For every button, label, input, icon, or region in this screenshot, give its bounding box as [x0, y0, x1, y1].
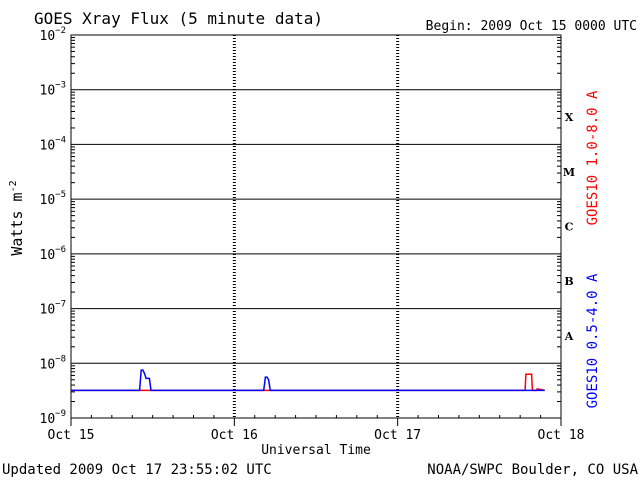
- y-tick-label: 10−7: [40, 300, 67, 318]
- y-tick-exponent: −2: [55, 26, 66, 36]
- flare-class-label: A: [564, 330, 574, 343]
- y-tick-base: 10: [40, 303, 56, 318]
- y-tick-base: 10: [40, 248, 56, 263]
- credit-label: NOAA/SWPC Boulder, CO USA: [427, 462, 638, 478]
- chart-title: GOES Xray Flux (5 minute data): [34, 9, 323, 28]
- y-tick-exponent: −5: [55, 190, 66, 200]
- flare-class-label: B: [564, 275, 573, 288]
- y-tick-exponent: −9: [55, 409, 66, 419]
- y-axis-label-exponent: -2: [8, 180, 19, 192]
- y-tick-base: 10: [40, 193, 56, 208]
- x-tick-label: Oct 16: [211, 428, 258, 443]
- y-tick-label: 10−8: [40, 354, 67, 372]
- begin-label: Begin: 2009 Oct 15 0000 UTC: [426, 19, 637, 34]
- y-tick-base: 10: [40, 138, 56, 153]
- series-line-short-channel: [71, 369, 545, 392]
- y-tick-exponent: −3: [55, 81, 66, 91]
- y-tick-exponent: −7: [55, 300, 66, 310]
- x-axis-label: Universal Time: [261, 443, 371, 458]
- y-tick-base: 10: [40, 357, 56, 372]
- legend-long-channel: GOES10 1.0-8.0 A: [585, 90, 601, 225]
- plot-frame: [70, 34, 562, 419]
- y-tick-base: 10: [40, 412, 56, 427]
- flare-class-label: X: [565, 111, 574, 124]
- y-tick-base: 10: [40, 84, 56, 99]
- legend-short-channel: GOES10 0.5-4.0 A: [585, 273, 601, 408]
- y-tick-label: 10−3: [40, 81, 67, 99]
- x-tick-label: Oct 18: [538, 428, 585, 443]
- y-tick-label: 10−2: [40, 26, 67, 44]
- x-tick-label: Oct 15: [48, 428, 95, 443]
- y-axis-label: Watts m-2: [8, 180, 26, 255]
- y-tick-label: 10−5: [40, 190, 67, 208]
- y-tick-label: 10−6: [40, 245, 67, 263]
- flare-class-label: M: [563, 166, 575, 179]
- y-tick-exponent: −6: [55, 245, 66, 255]
- y-tick-label: 10−9: [40, 409, 67, 427]
- y-tick-label: 10−4: [40, 135, 67, 153]
- series-line-long-channel: [71, 373, 545, 392]
- y-tick-exponent: −8: [55, 354, 66, 364]
- updated-timestamp: Updated 2009 Oct 17 23:55:02 UTC: [2, 462, 272, 478]
- y-tick-exponent: −4: [55, 135, 66, 145]
- x-tick-label: Oct 17: [374, 428, 421, 443]
- flare-class-label: C: [565, 221, 574, 234]
- y-tick-base: 10: [40, 29, 56, 44]
- y-axis-label-text: Watts m: [8, 192, 26, 255]
